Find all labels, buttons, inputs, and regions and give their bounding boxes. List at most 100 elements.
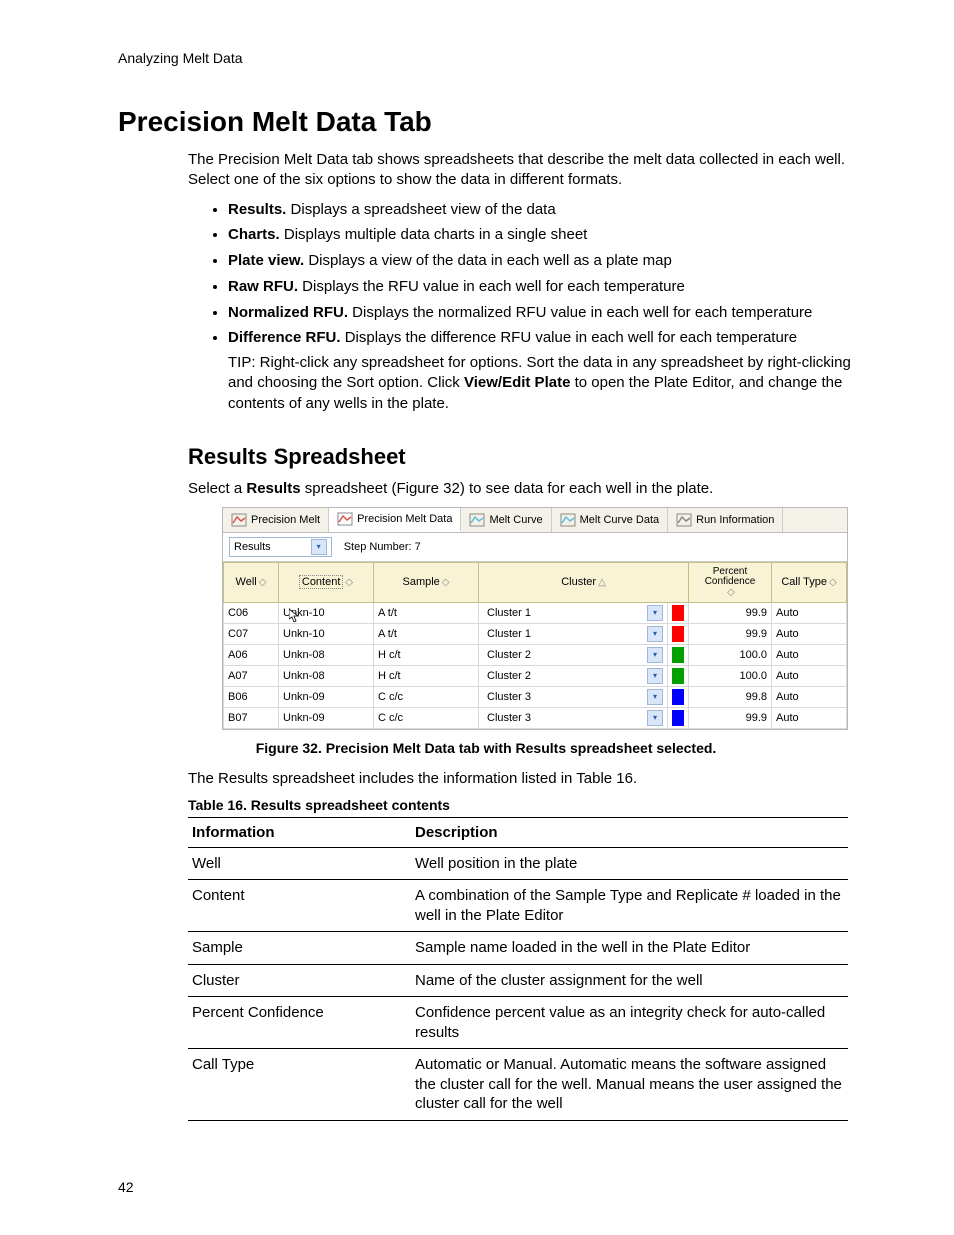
cluster-color-swatch — [668, 686, 689, 707]
cell-cluster[interactable]: Cluster 3 ▾ — [479, 707, 668, 728]
desc-row: ContentA combination of the Sample Type … — [188, 880, 848, 932]
cell-calltype: Auto — [772, 665, 847, 686]
option-name: Charts. — [228, 226, 280, 243]
intro-paragraph: The Precision Melt Data tab shows spread… — [188, 150, 854, 191]
cell-sample: A t/t — [374, 623, 479, 644]
column-header[interactable]: Call Type◇ — [772, 562, 847, 602]
desc-header-info: Information — [188, 817, 411, 847]
tab-icon — [676, 513, 692, 527]
desc-desc: Well position in the plate — [411, 847, 848, 880]
tab-icon — [469, 513, 485, 527]
cluster-label: Cluster 1 — [487, 607, 531, 619]
chevron-down-icon: ▾ — [311, 539, 327, 555]
desc-info: Sample — [188, 932, 411, 965]
page-number: 42 — [118, 1179, 134, 1195]
section-title: Results Spreadsheet — [188, 444, 854, 470]
tab-precision-melt-data[interactable]: Precision Melt Data — [329, 508, 461, 532]
results-post: spreadsheet (Figure 32) to see data for … — [301, 480, 714, 497]
option-item: Normalized RFU. Displays the normalized … — [228, 302, 854, 324]
option-item: Difference RFU. Displays the difference … — [228, 327, 854, 349]
step-number-label: Step Number: 7 — [344, 541, 421, 553]
table-row[interactable]: C06Unkn-10A t/tCluster 1▾99.9Auto — [224, 602, 847, 623]
cell-content: Unkn-10 — [279, 623, 374, 644]
cluster-label: Cluster 3 — [487, 691, 531, 703]
desc-row: Percent ConfidenceConfidence percent val… — [188, 997, 848, 1049]
option-desc: Displays the normalized RFU value in eac… — [348, 304, 812, 321]
cell-calltype: Auto — [772, 686, 847, 707]
chevron-down-icon: ▾ — [647, 626, 663, 642]
cell-content: Unkn-09 — [279, 707, 374, 728]
results-dropdown[interactable]: Results ▾ — [229, 537, 332, 557]
after-figure-paragraph: The Results spreadsheet includes the inf… — [188, 770, 854, 787]
cell-percent: 99.8 — [689, 686, 772, 707]
option-item: Results. Displays a spreadsheet view of … — [228, 199, 854, 221]
options-list: Results. Displays a spreadsheet view of … — [188, 199, 854, 350]
column-header[interactable]: PercentConfidence◇ — [689, 562, 772, 602]
option-desc: Displays a spreadsheet view of the data — [286, 201, 555, 218]
tab-melt-curve-data[interactable]: Melt Curve Data — [552, 508, 668, 532]
dropdown-value: Results — [234, 541, 271, 553]
cluster-label: Cluster 3 — [487, 712, 531, 724]
desc-desc: Confidence percent value as an integrity… — [411, 997, 848, 1049]
column-header[interactable]: Sample◇ — [374, 562, 479, 602]
desc-desc: Sample name loaded in the well in the Pl… — [411, 932, 848, 965]
cell-content: Unkn-08 — [279, 665, 374, 686]
cell-cluster[interactable]: Cluster 3▾ — [479, 686, 668, 707]
tab-label: Melt Curve Data — [580, 514, 659, 526]
cell-percent: 100.0 — [689, 644, 772, 665]
cluster-color-swatch — [668, 665, 689, 686]
tab-icon — [337, 512, 353, 526]
tab-label: Precision Melt Data — [357, 513, 452, 525]
tab-label: Precision Melt — [251, 514, 320, 526]
cell-percent: 99.9 — [689, 602, 772, 623]
chevron-down-icon: ▾ — [647, 710, 663, 726]
tab-melt-curve[interactable]: Melt Curve — [461, 508, 551, 532]
desc-row: ClusterName of the cluster assignment fo… — [188, 964, 848, 997]
cluster-color-swatch — [668, 623, 689, 644]
desc-desc: Automatic or Manual. Automatic means the… — [411, 1049, 848, 1121]
cell-cluster[interactable]: Cluster 1▾ — [479, 602, 668, 623]
cell-cluster[interactable]: Cluster 1▾ — [479, 623, 668, 644]
tab-run-information[interactable]: Run Information — [668, 508, 783, 532]
column-header[interactable]: Cluster△ — [479, 562, 689, 602]
results-table: Well◇Content◇Sample◇Cluster△PercentConfi… — [223, 562, 847, 729]
cell-calltype: Auto — [772, 707, 847, 728]
desc-row: SampleSample name loaded in the well in … — [188, 932, 848, 965]
column-header[interactable]: Well◇ — [224, 562, 279, 602]
cell-well: A07 — [224, 665, 279, 686]
desc-info: Cluster — [188, 964, 411, 997]
table-row[interactable]: C07Unkn-10A t/tCluster 1▾99.9Auto — [224, 623, 847, 644]
tab-precision-melt[interactable]: Precision Melt — [223, 508, 329, 532]
cell-well: B07 — [224, 707, 279, 728]
option-desc: Displays a view of the data in each well… — [304, 252, 672, 269]
table-row[interactable]: A07Unkn-08H c/tCluster 2▾100.0Auto — [224, 665, 847, 686]
desc-row: Call TypeAutomatic or Manual. Automatic … — [188, 1049, 848, 1121]
table-row[interactable]: B07Unkn-09C c/cCluster 3▾99.9Auto — [224, 707, 847, 728]
desc-header-desc: Description — [411, 817, 848, 847]
table-row[interactable]: B06Unkn-09C c/cCluster 3▾99.8Auto — [224, 686, 847, 707]
table-row[interactable]: A06Unkn-08H c/tCluster 2▾100.0Auto — [224, 644, 847, 665]
cell-sample: A t/t — [374, 602, 479, 623]
table-caption: Table 16. Results spreadsheet contents — [188, 797, 854, 813]
page-title: Precision Melt Data Tab — [118, 106, 854, 138]
tab-icon — [231, 513, 247, 527]
cell-cluster[interactable]: Cluster 2▾ — [479, 665, 668, 686]
chevron-down-icon: ▾ — [647, 668, 663, 684]
cluster-color-swatch — [668, 644, 689, 665]
tab-icon — [560, 513, 576, 527]
tab-label: Melt Curve — [489, 514, 542, 526]
column-header[interactable]: Content◇ — [279, 562, 374, 602]
cell-well: B06 — [224, 686, 279, 707]
cell-sample: C c/c — [374, 686, 479, 707]
option-name: Raw RFU. — [228, 278, 298, 295]
desc-info: Well — [188, 847, 411, 880]
tab-label: Run Information — [696, 514, 774, 526]
option-item: Plate view. Displays a view of the data … — [228, 250, 854, 272]
desc-info: Call Type — [188, 1049, 411, 1121]
results-bold: Results — [246, 480, 300, 497]
cell-content: Unkn-08 — [279, 644, 374, 665]
cell-cluster[interactable]: Cluster 2▾ — [479, 644, 668, 665]
cell-well: C07 — [224, 623, 279, 644]
cell-content: Unkn-10 — [279, 602, 374, 623]
results-pre: Select a — [188, 480, 246, 497]
